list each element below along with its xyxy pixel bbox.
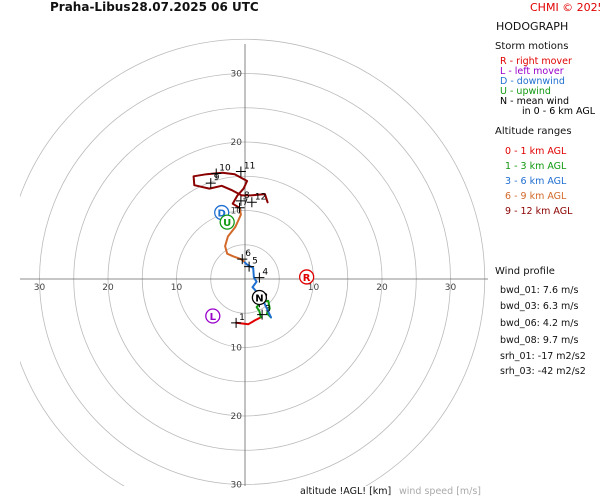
- tick-left-10: 10: [171, 283, 183, 293]
- speed-footer-label: wind speed [m/s]: [399, 486, 482, 497]
- altitude-footer-label: altitude !AGL! [km]: [300, 486, 392, 497]
- tick-right-30: 30: [445, 283, 457, 293]
- trace-segment-4: [192, 171, 269, 209]
- altitude-label-4: 4: [262, 268, 268, 278]
- altitude-label-3: 3: [265, 305, 271, 315]
- storm-legend-item-5: in 0 - 6 km AGL: [522, 106, 596, 117]
- altitude-mark-8: [235, 195, 246, 206]
- wind-profile-item-5: srh_03: -42 m2/s2: [500, 366, 586, 377]
- copyright-text: CHMI © 2025: [530, 1, 600, 14]
- altitude-label-6: 6: [245, 249, 251, 259]
- trace-segment-0: [235, 316, 262, 326]
- altitude-label-8: 8: [244, 191, 250, 201]
- tick-up-30: 30: [231, 70, 243, 80]
- altitude-label-9: 9: [214, 173, 220, 183]
- altitude-mark-4: [254, 272, 265, 283]
- altitude-label-11: 11: [244, 161, 255, 171]
- storm-marker-label-U: U: [223, 218, 231, 229]
- wind-profile-item-0: bwd_01: 7.6 m/s: [500, 285, 579, 296]
- storm-marker-N: [251, 289, 268, 306]
- storm-marker-label-L: L: [210, 312, 217, 323]
- tick-right-10: 10: [308, 283, 320, 293]
- altitude-label-10: 10: [219, 164, 231, 174]
- wind-profile-item-2: bwd_06: 4.2 m/s: [500, 318, 579, 329]
- storm-marker-R: [298, 269, 315, 285]
- wind-profile-item-4: srh_01: -17 m2/s2: [500, 351, 586, 362]
- wind-profile-item-1: bwd_03: 6.3 m/s: [500, 301, 579, 312]
- tick-down-30: 30: [231, 481, 243, 491]
- altitude-label-7: 7: [243, 198, 249, 208]
- storm-marker-label-D: D: [218, 209, 226, 220]
- altitude-legend-item-2: 3 - 6 km AGL: [505, 176, 567, 187]
- tick-up-10: 10: [231, 207, 243, 217]
- plot-area: [20, 38, 488, 486]
- altitude-mark-6: [237, 254, 248, 265]
- altitude-label-12: 12: [255, 192, 266, 202]
- storm-motions-heading: Storm motions: [495, 41, 569, 52]
- tick-right-20: 20: [376, 283, 388, 293]
- altitude-mark-12: [246, 197, 257, 208]
- storm-legend-item-3: U - upwind: [500, 86, 551, 97]
- altitude-mark-11: [235, 166, 246, 177]
- altitude-label-1: 1: [239, 313, 245, 323]
- altitude-ranges-heading: Altitude ranges: [495, 126, 572, 137]
- tick-left-30: 30: [34, 283, 46, 293]
- altitude-legend-item-0: 0 - 1 km AGL: [505, 146, 567, 157]
- storm-legend-item-4: N - mean wind: [500, 96, 569, 107]
- altitude-mark-9: [205, 178, 216, 189]
- tick-down-20: 20: [231, 412, 243, 422]
- tick-up-20: 20: [231, 138, 243, 148]
- altitude-label-5: 5: [252, 257, 258, 267]
- trace-segment-3: [224, 206, 245, 263]
- storm-marker-label-N: N: [255, 293, 263, 304]
- altitude-mark-1: [231, 317, 242, 328]
- altitude-mark-10: [211, 168, 222, 179]
- altitude-legend-item-1: 1 - 3 km AGL: [505, 161, 567, 172]
- storm-legend-item-2: D - downwind: [500, 76, 565, 87]
- panel-title: HODOGRAPH: [496, 20, 569, 33]
- storm-legend-item-1: L - left mover: [500, 66, 564, 77]
- storm-marker-label-R: R: [303, 273, 311, 284]
- sounding-datetime: 28.07.2025 06 UTC: [131, 0, 259, 14]
- tick-down-10: 10: [231, 344, 243, 354]
- station-name: Praha-Libus: [50, 0, 131, 14]
- altitude-mark-7: [234, 202, 245, 213]
- wind-profile-item-3: bwd_08: 9.7 m/s: [500, 335, 579, 346]
- storm-marker-L: [205, 308, 221, 324]
- wind-profile-heading: Wind profile: [495, 266, 555, 277]
- storm-marker-U: [219, 214, 235, 230]
- altitude-legend-item-3: 6 - 9 km AGL: [505, 191, 567, 202]
- altitude-mark-3: [257, 309, 268, 320]
- altitude-legend-item-4: 9 - 12 km AGL: [505, 206, 573, 217]
- tick-left-20: 20: [102, 283, 114, 293]
- storm-legend-item-0: R - right mover: [500, 56, 572, 67]
- altitude-mark-5: [244, 261, 255, 272]
